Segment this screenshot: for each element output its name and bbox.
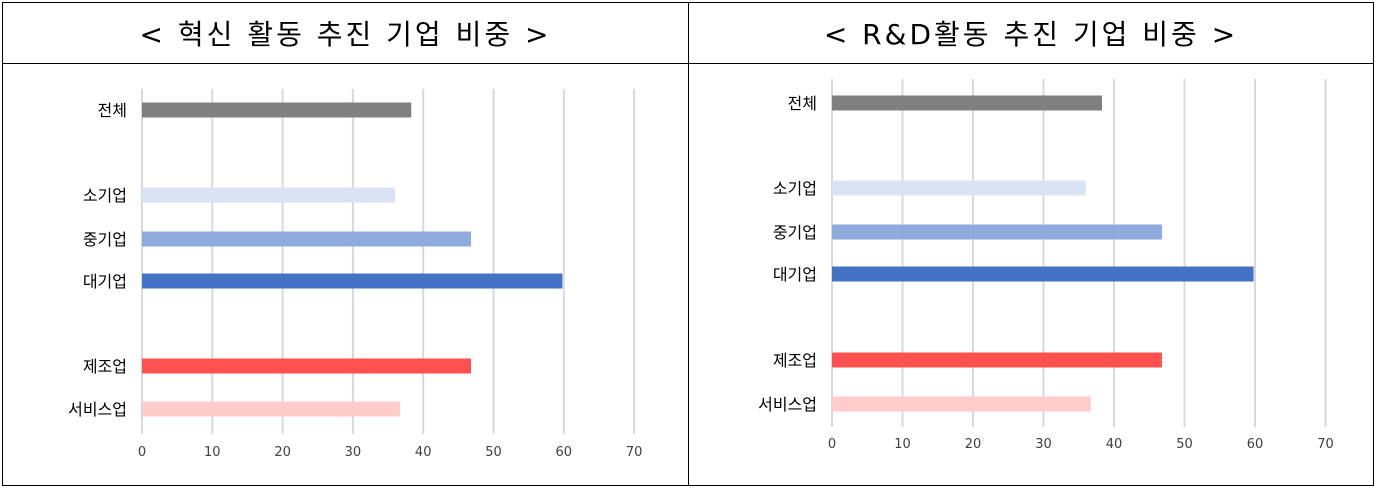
- bar: [832, 224, 1162, 240]
- category-label: 제조업: [773, 351, 817, 370]
- chart-title: < 혁신 활동 추진 기업 비중 >: [3, 3, 688, 64]
- category-label: 서비스업: [758, 395, 817, 414]
- category-label: 제조업: [83, 357, 127, 376]
- bar: [142, 231, 472, 247]
- x-tick-label: 40: [1106, 437, 1123, 452]
- category-label: 소기업: [83, 186, 127, 205]
- category-label: 중기업: [773, 223, 817, 242]
- bar: [832, 396, 1091, 412]
- bar: [142, 273, 563, 289]
- category-label: 전체: [98, 101, 127, 120]
- x-tick-label: 30: [1035, 437, 1052, 452]
- category-label: 소기업: [773, 179, 817, 198]
- category-label: 전체: [788, 94, 817, 113]
- x-tick-label: 70: [1317, 437, 1334, 452]
- bar: [832, 180, 1086, 196]
- bar: [832, 352, 1162, 368]
- bar: [142, 187, 396, 203]
- chart-title: < R&D활동 추진 기업 비중 >: [689, 3, 1373, 64]
- x-tick-label: 0: [828, 437, 836, 452]
- x-tick-label: 10: [894, 437, 911, 452]
- x-tick-label: 30: [345, 445, 362, 460]
- x-tick-label: 50: [1176, 437, 1193, 452]
- bar: [142, 102, 412, 118]
- category-label: 대기업: [83, 272, 127, 291]
- category-label: 중기업: [83, 230, 127, 249]
- x-tick-label: 50: [485, 445, 502, 460]
- x-tick-label: 60: [556, 445, 573, 460]
- category-label: 대기업: [773, 265, 817, 284]
- x-tick-label: 20: [274, 445, 291, 460]
- x-tick-label: 40: [415, 445, 432, 460]
- category-label: 서비스업: [68, 400, 127, 419]
- x-tick-label: 0: [138, 445, 146, 460]
- bar: [832, 266, 1254, 282]
- x-tick-label: 20: [965, 437, 982, 452]
- bar: [142, 401, 401, 417]
- x-tick-label: 10: [204, 445, 221, 460]
- x-tick-label: 70: [626, 445, 643, 460]
- x-tick-label: 60: [1247, 437, 1264, 452]
- bar: [142, 358, 472, 374]
- bar: [832, 95, 1103, 111]
